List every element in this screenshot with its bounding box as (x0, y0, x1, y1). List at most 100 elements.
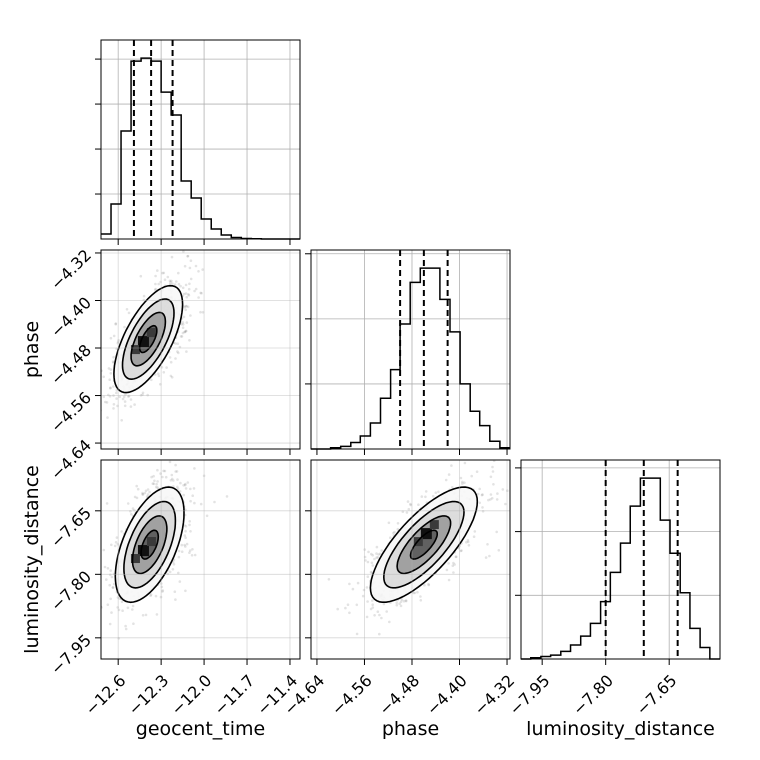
scatter-point (495, 530, 498, 534)
panel-content (101, 460, 300, 659)
scatter-point (380, 549, 383, 552)
scatter-point (120, 419, 123, 422)
scatter-point (126, 502, 130, 505)
scatter-point (189, 259, 193, 262)
scatter-point (225, 495, 229, 498)
scatter-point (188, 520, 191, 523)
scatter-point (162, 271, 166, 275)
scatter-point (126, 606, 130, 610)
scatter-point (472, 535, 476, 538)
scatter-point (173, 590, 177, 593)
scatter-point (149, 594, 152, 597)
scatter-point (194, 264, 198, 268)
density-cell (146, 537, 156, 547)
scatter-point (455, 555, 458, 559)
scatter-point (176, 487, 180, 490)
scatter-point (404, 599, 408, 602)
scatter-point (171, 568, 175, 571)
scatter-point (467, 544, 471, 547)
scatter-point (169, 479, 173, 482)
x-axis-label-0: geocent_time (136, 718, 265, 740)
scatter-point (133, 495, 137, 499)
scatter-point (184, 536, 187, 539)
scatter-point (191, 494, 194, 497)
scatter-point (491, 470, 495, 473)
scatter-point (102, 548, 106, 552)
scatter-point (184, 482, 187, 486)
scatter-point (497, 549, 501, 552)
scatter-point (417, 503, 420, 506)
scatter-point (182, 292, 186, 296)
scatter-point (135, 496, 139, 500)
scatter-point (129, 510, 132, 513)
contour-line-0 (140, 529, 160, 560)
scatter-point (486, 543, 489, 546)
scatter-point (174, 598, 177, 601)
scatter-point (478, 501, 481, 505)
scatter-point (192, 487, 196, 490)
scatter-point (451, 564, 455, 567)
scatter-point (155, 482, 158, 486)
density-cell (130, 554, 140, 564)
scatter-point (395, 601, 398, 605)
scatter-point (179, 284, 182, 288)
y-tick-label-phase: −4.32 (47, 246, 95, 294)
scatter-point (182, 250, 185, 253)
scatter-point (129, 398, 133, 401)
scatter-point (444, 478, 448, 482)
scatter-point (348, 582, 351, 586)
scatter-point (121, 397, 125, 401)
scatter-point (156, 468, 159, 472)
scatter-point (154, 282, 157, 286)
scatter-point (106, 567, 110, 570)
scatter-point (174, 470, 177, 473)
scatter-point (382, 602, 386, 606)
scatter-point (189, 499, 192, 503)
scatter-point (124, 627, 128, 631)
x-tick-label-geocent_time: −12.0 (167, 671, 215, 719)
scatter-point (109, 336, 113, 340)
panel-content (97, 250, 300, 449)
scatter-point (373, 557, 376, 561)
y-tick-label-phase: −4.48 (47, 341, 95, 389)
scatter-point (501, 488, 505, 491)
scatter-point (478, 487, 481, 491)
scatter-point (133, 509, 136, 512)
scatter-point (109, 573, 112, 577)
scatter-point (168, 279, 172, 283)
scatter-point (131, 604, 135, 608)
scatter-point (178, 580, 182, 583)
panel-frame (520, 459, 721, 660)
scatter-point (189, 314, 192, 317)
scatter-point (154, 287, 157, 291)
scatter-point (161, 475, 164, 479)
scatter-point (169, 374, 173, 378)
scatter-point (176, 342, 180, 345)
x-tick-label-phase: −4.40 (423, 671, 471, 719)
scatter-point (366, 600, 369, 603)
scatter-point (168, 282, 172, 286)
density-peak (137, 336, 149, 348)
scatter-point (476, 492, 480, 496)
scatter-point (168, 570, 172, 574)
scatter-point (170, 473, 174, 477)
scatter-point (371, 554, 374, 557)
scatter-point (136, 487, 140, 491)
scatter-point (127, 311, 131, 315)
scatter-point (336, 607, 339, 611)
scatter-point (188, 266, 192, 270)
scatter-point (184, 329, 188, 333)
scatter-point (460, 549, 463, 552)
scatter-point (171, 282, 174, 285)
scatter-point (388, 620, 391, 624)
scatter-point (97, 369, 100, 372)
scatter-point (109, 368, 113, 371)
scatter-point (396, 522, 400, 525)
scatter-point (406, 500, 410, 503)
scatter-point (102, 375, 105, 379)
contour-line-3 (113, 284, 184, 394)
scatter-point (157, 282, 160, 286)
scatter-point (366, 575, 370, 578)
scatter-point (490, 497, 494, 500)
scatter-point (481, 493, 484, 496)
